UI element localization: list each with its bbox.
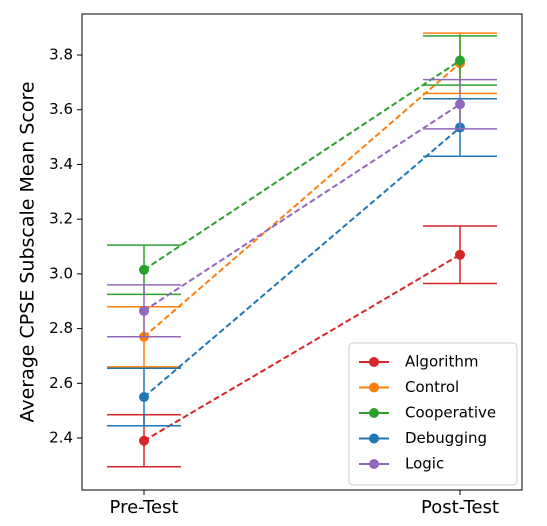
legend: Algorithm Control Cooperative Debugging Logi… (348, 342, 518, 486)
series-line (143, 62, 461, 338)
legend-label: Control (405, 378, 459, 396)
point (139, 391, 149, 402)
legend-label: Debugging (405, 429, 487, 447)
y-axis-label: Average CPSE Subscale Mean Score (17, 81, 39, 422)
y-tick-label: 3.6 (49, 100, 73, 118)
legend-marker (369, 459, 379, 469)
point (455, 99, 465, 110)
y-tick-label: 3.2 (49, 210, 73, 228)
point (455, 55, 465, 66)
legend-marker (369, 382, 379, 393)
legend-marker (369, 408, 379, 418)
plot-frame (81, 13, 523, 491)
series-line (143, 59, 461, 271)
series-line (143, 126, 461, 398)
x-tick-label: Pre-Test (110, 497, 179, 518)
y-tick-label: 2.4 (49, 429, 73, 447)
legend-marker (369, 433, 379, 444)
legend-marker (369, 357, 379, 367)
legend-box (348, 342, 518, 486)
point (455, 249, 465, 260)
y-tick-label: 3.0 (49, 264, 73, 282)
point (139, 264, 149, 275)
point (139, 435, 149, 446)
legend-label: Cooperative (405, 404, 496, 422)
legend-label: Logic (405, 455, 444, 473)
y-tick-label: 3.8 (49, 46, 73, 64)
y-tick-label: 2.6 (49, 374, 73, 392)
series-line (143, 253, 461, 442)
y-tick-label: 2.8 (49, 319, 73, 337)
legend-label: Algorithm (405, 353, 478, 371)
series-line (143, 103, 461, 312)
x-tick-label: Post-Test (421, 497, 499, 518)
y-tick-label: 3.4 (49, 155, 73, 173)
point (139, 305, 149, 316)
